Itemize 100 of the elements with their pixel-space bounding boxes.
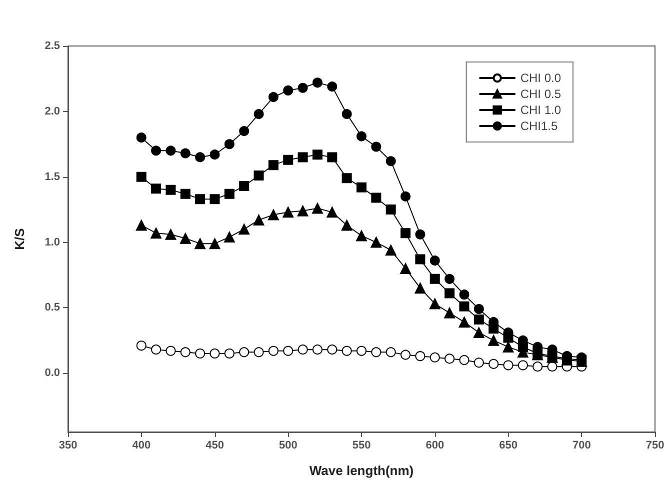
point: [254, 347, 264, 358]
point: [385, 244, 396, 256]
point: [326, 206, 338, 218]
x-tick-label: 650: [499, 440, 518, 452]
point: [268, 92, 278, 102]
point: [239, 181, 250, 192]
point: [298, 344, 308, 355]
point: [165, 228, 176, 240]
legend-label: CHI 0.5: [520, 87, 562, 101]
point: [415, 229, 426, 240]
y-tick-label: 0.0: [44, 367, 60, 380]
legend-label: CHI 1.0: [520, 103, 562, 117]
point: [386, 347, 396, 358]
point: [151, 184, 162, 194]
point: [327, 152, 338, 162]
point: [502, 341, 514, 352]
point: [371, 347, 382, 358]
point: [342, 109, 352, 120]
point: [518, 360, 528, 370]
x-tick-label: 350: [58, 440, 78, 452]
point: [210, 348, 220, 358]
point: [239, 126, 250, 136]
point: [444, 274, 455, 284]
point: [209, 238, 220, 250]
point: [268, 209, 279, 220]
point: [386, 156, 396, 166]
point: [282, 206, 294, 218]
point: [297, 205, 308, 216]
legend-label: CHI 0.0: [520, 71, 562, 85]
point: [474, 314, 484, 324]
point: [386, 204, 396, 215]
x-tick-label: 700: [572, 440, 591, 452]
point: [488, 334, 500, 346]
point: [474, 358, 484, 368]
point: [166, 146, 176, 156]
x-axis-title: Wave length(nm): [309, 463, 414, 478]
point: [430, 274, 440, 284]
y-axis-title: K/S: [12, 228, 27, 250]
point: [239, 347, 250, 358]
point: [180, 148, 190, 158]
x-tick-label: 500: [278, 440, 298, 452]
point: [136, 132, 146, 143]
point: [253, 214, 264, 226]
point: [224, 139, 234, 150]
point: [298, 152, 308, 162]
point: [414, 282, 426, 294]
point: [195, 152, 206, 162]
point: [268, 346, 278, 356]
legend-label: CHI1.5: [520, 119, 558, 133]
point: [415, 351, 426, 362]
point: [136, 340, 146, 351]
point: [166, 346, 176, 356]
point: [136, 172, 146, 182]
point: [210, 150, 220, 160]
point: [327, 82, 338, 92]
point: [224, 348, 234, 358]
point: [488, 358, 499, 369]
point: [283, 85, 294, 96]
point: [224, 188, 234, 199]
point: [210, 194, 220, 204]
point: [532, 362, 543, 372]
point: [195, 348, 206, 358]
point: [180, 188, 190, 199]
x-tick-label: 550: [352, 440, 371, 452]
point: [547, 362, 558, 372]
point: [444, 288, 455, 298]
point: [371, 192, 382, 203]
x-tick-label: 450: [206, 440, 224, 452]
point: [356, 230, 367, 242]
point: [312, 202, 323, 214]
y-tick-label: 2.0: [44, 105, 60, 118]
point: [370, 236, 382, 248]
point: [459, 290, 470, 300]
point: [254, 170, 264, 181]
point: [400, 228, 411, 238]
point: [283, 154, 294, 165]
y-tick-label: 0.5: [44, 302, 60, 314]
point: [327, 344, 338, 355]
point: [429, 298, 440, 310]
point: [150, 228, 162, 239]
point: [195, 194, 206, 204]
point: [238, 224, 250, 235]
point: [312, 344, 322, 355]
point: [458, 316, 470, 328]
point: [459, 301, 470, 312]
y-tick-label: 2.5: [44, 40, 60, 52]
point: [473, 327, 484, 338]
point: [136, 220, 147, 231]
point: [254, 109, 264, 120]
point: [312, 150, 322, 160]
point: [430, 256, 440, 266]
point: [283, 346, 294, 356]
y-tick-label: 1.0: [44, 236, 60, 248]
point: [356, 346, 366, 356]
point: [459, 355, 470, 366]
point: [400, 350, 411, 360]
point: [415, 254, 426, 264]
point: [356, 131, 366, 142]
point: [341, 220, 352, 231]
point: [166, 184, 176, 195]
